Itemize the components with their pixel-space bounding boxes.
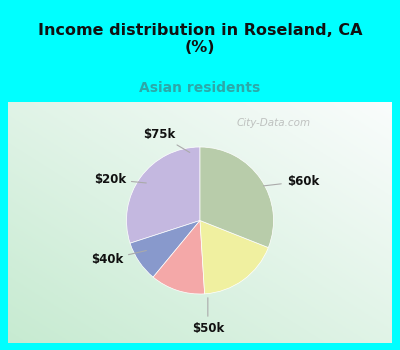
Wedge shape: [153, 220, 205, 294]
Text: Income distribution in Roseland, CA
(%): Income distribution in Roseland, CA (%): [38, 23, 362, 56]
Text: $75k: $75k: [143, 128, 190, 153]
Text: $50k: $50k: [192, 298, 224, 335]
Text: City-Data.com: City-Data.com: [236, 118, 310, 127]
Text: $20k: $20k: [94, 173, 146, 186]
Text: $60k: $60k: [264, 175, 319, 188]
Text: $40k: $40k: [91, 251, 146, 266]
Wedge shape: [130, 220, 200, 277]
Wedge shape: [126, 147, 200, 243]
Text: Asian residents: Asian residents: [139, 80, 261, 94]
Wedge shape: [200, 220, 268, 294]
Wedge shape: [200, 147, 274, 247]
